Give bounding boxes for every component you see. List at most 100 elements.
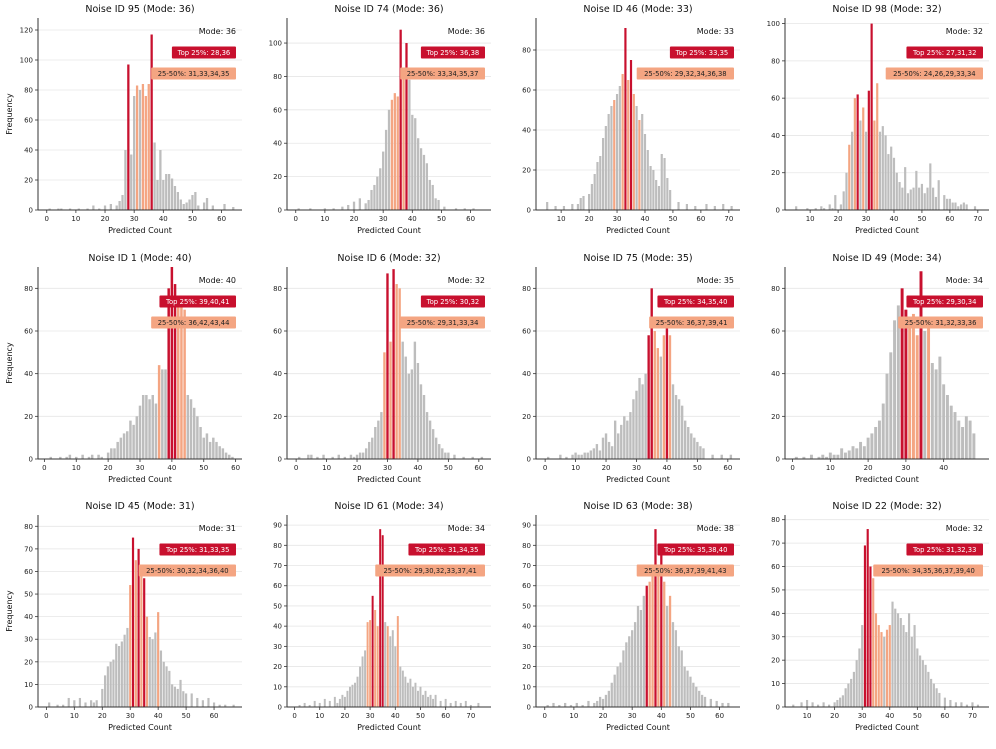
histogram-bar <box>147 84 150 210</box>
histogram-bar <box>610 106 613 210</box>
histogram-bar <box>604 126 607 210</box>
histogram-bar <box>159 650 163 707</box>
histogram-bar <box>575 702 578 707</box>
histogram-bar <box>86 208 89 210</box>
histogram-bar <box>622 650 625 707</box>
histogram-bar <box>399 29 402 211</box>
x-tick-label: 30 <box>366 712 375 720</box>
histogram-bar <box>811 702 814 707</box>
histogram-bar <box>431 184 434 210</box>
x-tick-label: 30 <box>628 712 637 720</box>
histogram-bar <box>389 636 392 707</box>
histogram-bar <box>380 411 383 459</box>
histogram-bar <box>127 64 130 210</box>
histogram-bar <box>960 702 963 707</box>
histogram-bar <box>923 193 926 210</box>
y-tick-label: 0 <box>776 455 780 463</box>
histogram-bar <box>162 180 165 210</box>
histogram-bar <box>396 96 399 210</box>
histogram-bar <box>191 195 194 210</box>
x-tick-label: 20 <box>104 464 113 472</box>
histogram-bar <box>729 454 733 459</box>
histogram-bar <box>328 700 331 707</box>
x-tick-label: 30 <box>613 215 622 223</box>
histogram-bar <box>971 702 974 707</box>
histogram-bar <box>794 456 798 459</box>
histogram-bar <box>224 704 227 707</box>
histogram-bar <box>90 700 93 707</box>
histogram-bar <box>934 368 938 459</box>
x-tick-label: 10 <box>826 464 835 472</box>
histogram-bar <box>880 632 883 707</box>
x-axis-label: Predicted Count <box>357 723 421 732</box>
histogram-bar <box>587 700 590 707</box>
histogram-bar <box>427 696 430 707</box>
histogram-bar <box>231 456 234 459</box>
histogram-bar <box>379 529 382 707</box>
histogram-bar <box>145 394 148 459</box>
histogram-bar <box>861 625 864 707</box>
histogram-bar <box>188 199 191 210</box>
chart-panel: 0 20 40 60 80 100 120 0 10 20 30 40 50 60 Noise ID 95 … <box>0 0 246 248</box>
histogram-bar <box>223 204 226 210</box>
histogram-bar <box>624 28 627 210</box>
histogram-bar <box>409 678 412 707</box>
x-tick-label: 30 <box>858 712 867 720</box>
histogram-bar <box>189 398 193 459</box>
histogram-bar <box>945 394 949 459</box>
svg-text:25-50%: 36,42,43,44: 25-50%: 36,42,43,44 <box>158 319 230 327</box>
y-tick-label: 80 <box>24 523 33 531</box>
histogram-bar <box>228 454 231 459</box>
histogram-bar <box>349 454 353 459</box>
x-tick-label: 40 <box>657 712 666 720</box>
top25-badge: Top 25%: 34,35,40 <box>657 295 734 307</box>
histogram-bar <box>419 148 423 210</box>
histogram-bar <box>898 182 901 210</box>
x-tick-label: 20 <box>98 712 107 720</box>
histogram-bar <box>100 456 103 459</box>
histogram-bar <box>352 201 356 210</box>
histogram-bar <box>48 702 51 707</box>
histogram-bar <box>419 686 422 707</box>
histogram-bar <box>156 180 159 210</box>
histogram-bar <box>370 189 373 210</box>
y-tick-label: 30 <box>522 643 531 651</box>
histogram-bar <box>361 656 364 707</box>
x-tick-label: 0 <box>292 712 296 720</box>
y-tick-label: 60 <box>522 327 531 335</box>
histogram-bar <box>358 198 361 210</box>
histogram-bar <box>151 639 154 707</box>
x-axis-label: Predicted Count <box>108 226 172 235</box>
histogram-bar <box>877 420 881 459</box>
histogram-bar <box>856 94 859 210</box>
histogram-bar <box>384 129 388 210</box>
histogram-bar <box>318 702 321 707</box>
x-tick-label: 50 <box>437 215 446 223</box>
histogram-bar <box>862 107 865 210</box>
svg-text:25-50%: 30,32,34,36,40: 25-50%: 30,32,34,36,40 <box>146 567 229 575</box>
y-tick-label: 80 <box>24 87 33 95</box>
histogram-bar <box>693 437 696 459</box>
histogram-bar <box>943 195 946 210</box>
x-tick-label: 0 <box>45 215 49 223</box>
x-tick-label: 20 <box>602 464 611 472</box>
histogram-bar <box>899 618 902 707</box>
histogram-bar <box>859 441 863 459</box>
histogram-bar <box>596 162 599 210</box>
y-tick-label: 0 <box>29 455 33 463</box>
histogram-bar <box>106 452 110 459</box>
histogram-bar <box>702 447 705 459</box>
histogram-bar <box>581 704 584 707</box>
histogram-bar <box>73 700 76 707</box>
histogram-bar <box>930 678 933 707</box>
y-tick-label: 40 <box>771 610 780 618</box>
histogram-bar <box>416 362 420 459</box>
histogram-bar <box>692 682 695 707</box>
mode-annotation: Mode: 38 <box>697 524 734 533</box>
histogram-bar <box>655 180 658 210</box>
y-axis-label: Frequency <box>5 590 14 632</box>
histogram-bar <box>218 704 221 707</box>
histogram-bar <box>196 697 199 707</box>
histogram-bar <box>666 605 669 707</box>
histogram-bar <box>927 319 931 459</box>
